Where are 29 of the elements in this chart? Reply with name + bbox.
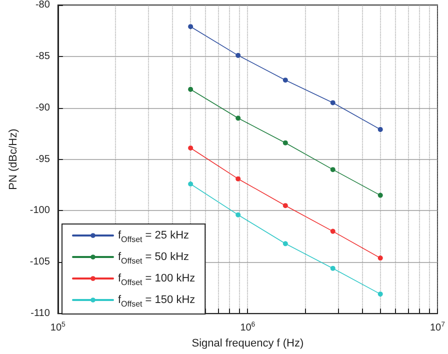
point bbox=[330, 266, 336, 271]
point bbox=[236, 212, 241, 218]
point bbox=[378, 256, 383, 261]
y-axis-title: PN (dBc/Hz) bbox=[8, 128, 20, 190]
point bbox=[188, 86, 194, 92]
point bbox=[282, 241, 288, 246]
y-tick-label: -85 bbox=[35, 50, 50, 62]
point bbox=[282, 203, 288, 208]
point bbox=[188, 145, 194, 150]
y-tick-label: -80 bbox=[35, 0, 50, 10]
point bbox=[236, 52, 241, 58]
point bbox=[330, 228, 336, 234]
point bbox=[282, 140, 288, 146]
y-tick-label: -110 bbox=[30, 308, 50, 320]
point bbox=[330, 100, 336, 106]
x-axis-title: Signal frequency f (Hz) bbox=[192, 338, 304, 350]
y-tick-label: -105 bbox=[30, 256, 50, 268]
point bbox=[378, 126, 383, 132]
point bbox=[330, 167, 336, 172]
point bbox=[188, 24, 194, 30]
point bbox=[378, 292, 383, 297]
y-tick-label: -95 bbox=[35, 154, 50, 165]
point bbox=[378, 192, 383, 198]
y-tick-label: -90 bbox=[35, 102, 50, 114]
point bbox=[236, 116, 241, 121]
point bbox=[282, 78, 288, 83]
y-tick-label: -100 bbox=[30, 205, 50, 216]
point bbox=[236, 176, 241, 182]
point bbox=[188, 181, 194, 186]
